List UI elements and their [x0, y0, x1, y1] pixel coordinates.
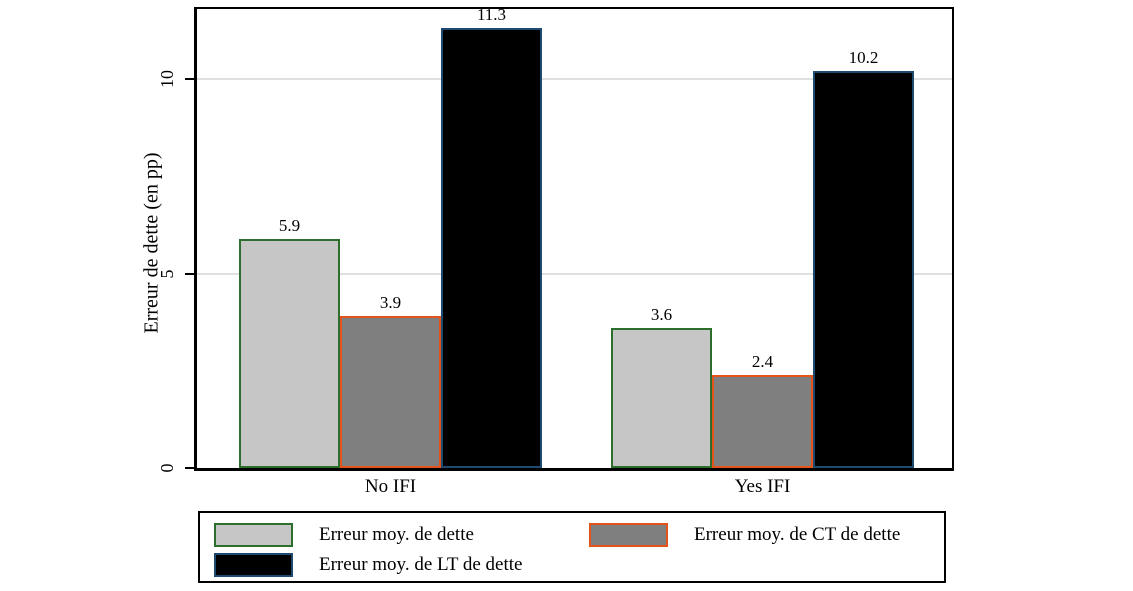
legend-entry-1: Erreur moy. de CT de dette — [589, 523, 900, 547]
gridline-y-5 — [197, 272, 952, 275]
y-axis-title: Erreur de dette (en pp) — [140, 152, 163, 334]
bar-yes-ifi-s0 — [611, 327, 712, 468]
y-tick-label-10: 10 — [157, 70, 177, 89]
bar-value-label: 3.6 — [650, 304, 673, 324]
y-tick-label-0: 0 — [157, 463, 177, 473]
bar-no-ifi-s2 — [441, 28, 542, 468]
bar-value-label: 2.4 — [751, 351, 774, 371]
plot-area: 5.9 3.9 11.3 3.6 2.4 10.2 — [194, 5, 954, 471]
gridline-y-10 — [197, 78, 952, 81]
y-tick-10 — [185, 78, 194, 81]
legend-swatch-1 — [589, 523, 668, 547]
bar-yes-ifi-s2 — [813, 71, 914, 468]
legend-label-0: Erreur moy. de dette — [319, 523, 474, 545]
bar-value-label: 11.3 — [476, 5, 507, 25]
bar-value-label: 5.9 — [278, 215, 301, 235]
y-tick-label-5: 5 — [157, 269, 177, 278]
legend-box: Erreur moy. de dette Erreur moy. de CT de… — [198, 511, 946, 583]
bar-no-ifi-s1 — [340, 316, 441, 468]
bar-no-ifi-s0 — [239, 238, 340, 468]
bar-value-label: 10.2 — [848, 48, 879, 68]
x-tick-label-no-ifi: No IFI — [364, 476, 417, 497]
y-tick-0 — [185, 467, 194, 469]
bar-value-label: 3.9 — [379, 293, 402, 313]
legend-entry-2: Erreur moy. de LT de dette — [214, 553, 522, 577]
legend-label-2: Erreur moy. de LT de dette — [319, 553, 523, 575]
y-tick-5 — [185, 272, 194, 275]
bar-yes-ifi-s1 — [712, 374, 813, 468]
legend-swatch-2 — [214, 553, 293, 577]
x-tick-label-yes-ifi: Yes IFI — [734, 476, 791, 497]
legend-label-1: Erreur moy. de CT de dette — [694, 523, 901, 545]
legend-entry-0: Erreur moy. de dette — [214, 523, 474, 547]
legend-swatch-0 — [214, 523, 293, 547]
